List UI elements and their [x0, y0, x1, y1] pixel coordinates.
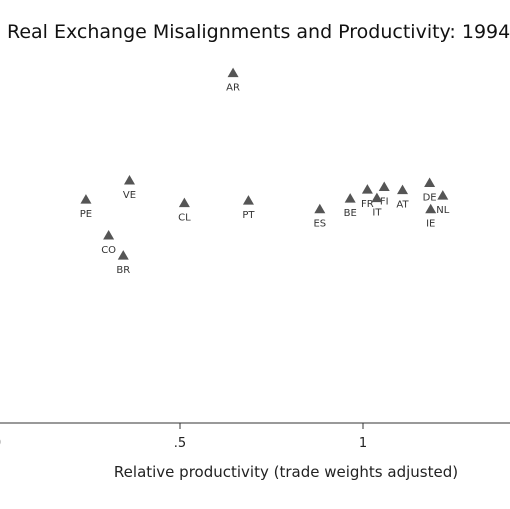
data-point-marker — [103, 229, 115, 240]
x-axis-label: Relative productivity (trade weights adj… — [114, 463, 458, 481]
data-point-marker — [424, 177, 436, 188]
data-point-label: VE — [123, 190, 136, 201]
data-point-label: BR — [116, 265, 130, 276]
data-point-marker — [361, 184, 373, 194]
data-point-marker — [378, 181, 390, 192]
data-point-label: BE — [344, 208, 357, 219]
data-point-label: IE — [426, 219, 435, 230]
data-point-marker — [117, 250, 129, 260]
data-point-marker — [397, 184, 409, 195]
data-point-label: PT — [242, 210, 255, 221]
data-point-marker — [314, 203, 326, 214]
data-point-marker — [242, 195, 254, 205]
data-point-marker — [437, 190, 449, 200]
x-axis-ticks: 0.51 — [0, 423, 367, 451]
data-point-label: IT — [372, 208, 382, 219]
data-point-label: FR — [361, 199, 374, 210]
data-point-label: DE — [423, 193, 437, 204]
data-point-label: AT — [396, 200, 409, 211]
data-point-label: ES — [313, 219, 326, 230]
data-point-label: AR — [226, 83, 240, 94]
data-point-marker — [344, 193, 356, 203]
chart-title: Real Exchange Misalignments and Producti… — [7, 21, 510, 43]
data-point-label: PE — [80, 209, 92, 220]
data-point-label: NL — [436, 205, 449, 216]
data-point-label: CO — [101, 245, 116, 256]
data-point-marker — [80, 194, 92, 204]
data-point-marker — [178, 197, 190, 208]
data-point-marker — [371, 192, 383, 203]
data-point-marker — [123, 174, 135, 185]
data-point-label: FI — [380, 197, 389, 208]
data-point-label: CL — [178, 213, 191, 224]
x-tick-label: .5 — [174, 436, 186, 451]
data-point-marker — [425, 203, 437, 214]
x-tick-label: 0 — [0, 436, 1, 451]
x-tick-label: 1 — [359, 436, 367, 451]
data-point-marker — [227, 67, 239, 78]
